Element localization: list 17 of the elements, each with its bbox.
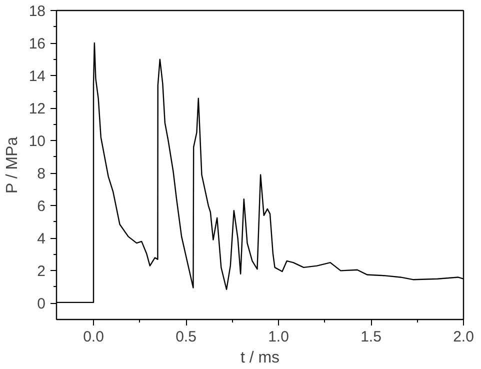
y-tick-label: 6 xyxy=(37,198,46,216)
y-tick-label: 18 xyxy=(28,3,46,20)
x-tick-label: 1.5 xyxy=(360,328,382,346)
y-tick-label: 4 xyxy=(37,230,46,248)
y-tick-label: 2 xyxy=(37,263,46,280)
y-tick-label: 10 xyxy=(28,133,46,150)
y-tick-label: 0 xyxy=(37,296,46,313)
y-tick-label: 8 xyxy=(37,166,46,183)
y-tick-label: 12 xyxy=(28,100,46,118)
x-tick-label: 0.0 xyxy=(83,328,104,346)
y-tick-label: 14 xyxy=(28,68,46,86)
y-tick-label: 16 xyxy=(28,36,46,53)
x-axis-title: t / ms xyxy=(240,350,280,366)
x-tick-label: 1.0 xyxy=(268,328,289,346)
x-tick-label: 0.5 xyxy=(176,328,196,346)
x-tick-label: 2.0 xyxy=(453,328,474,346)
y-axis-title: P / MPa xyxy=(4,136,21,194)
